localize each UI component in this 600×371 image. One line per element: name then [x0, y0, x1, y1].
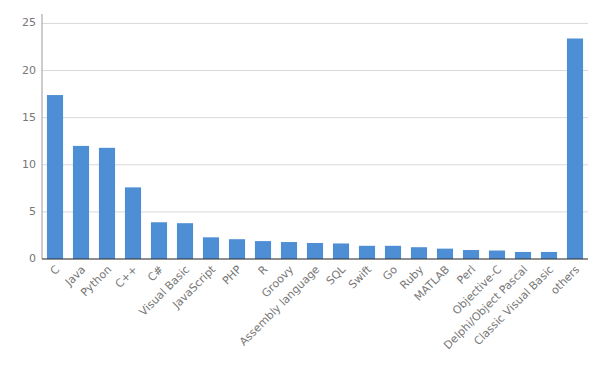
- x-tick-label: C#: [145, 263, 166, 284]
- bar: [307, 243, 323, 259]
- x-tick-label: JavaScript: [169, 263, 218, 312]
- x-tick-labels: CJavaPythonC++C#Visual BasicJavaScriptPH…: [48, 262, 583, 352]
- y-tick-label: 0: [29, 252, 36, 265]
- x-tick-label: others: [548, 263, 582, 297]
- bar: [229, 239, 245, 259]
- bar: [177, 223, 193, 259]
- x-tick-label: C: [48, 263, 63, 278]
- bar: [333, 243, 349, 259]
- x-tick-label: C++: [113, 263, 141, 291]
- bar: [489, 251, 505, 259]
- y-tick-label: 15: [22, 111, 36, 124]
- bar: [99, 148, 115, 259]
- x-tick-label: R: [256, 263, 271, 278]
- chart: 0510152025CJavaPythonC++C#Visual BasicJa…: [0, 0, 600, 371]
- bar: [151, 222, 167, 259]
- x-tick-label: Python: [78, 263, 114, 299]
- bar: [385, 246, 401, 259]
- x-tick-label: Go: [380, 263, 400, 283]
- bars: [47, 39, 583, 260]
- bar: [463, 250, 479, 259]
- bar: [203, 237, 219, 259]
- x-tick-label: Assembly language: [237, 263, 323, 349]
- grid-line: [42, 23, 588, 24]
- bar: [437, 249, 453, 259]
- x-axis-line: [42, 259, 588, 260]
- x-tick-label: Swift: [346, 263, 375, 292]
- bar: [125, 187, 141, 259]
- bar: [541, 252, 557, 259]
- y-tick-label: 25: [22, 16, 36, 29]
- x-tick-label: MATLAB: [412, 263, 453, 304]
- bar: [47, 95, 63, 259]
- grid-line: [42, 117, 588, 118]
- x-tick-label: SQL: [324, 262, 349, 287]
- bar: [73, 146, 89, 259]
- bar: [359, 246, 375, 259]
- y-axis-line: [42, 14, 43, 259]
- grid-line: [42, 164, 588, 165]
- y-tick-labels: 0 5 10 15 20 25: [22, 16, 36, 265]
- grid-line: [42, 211, 588, 212]
- bar: [515, 252, 531, 259]
- bar: [411, 247, 427, 259]
- x-tick-label: Classic Visual Basic: [471, 263, 556, 348]
- y-tick-label: 20: [22, 64, 36, 77]
- bar: [567, 39, 583, 260]
- y-tick-label: 5: [29, 205, 36, 218]
- grid-line: [42, 259, 588, 260]
- bar: [255, 241, 271, 259]
- x-tick-label: PHP: [220, 263, 245, 288]
- grid: [42, 23, 588, 259]
- bar: [281, 242, 297, 259]
- y-tick-label: 10: [22, 158, 36, 171]
- grid-line: [42, 70, 588, 71]
